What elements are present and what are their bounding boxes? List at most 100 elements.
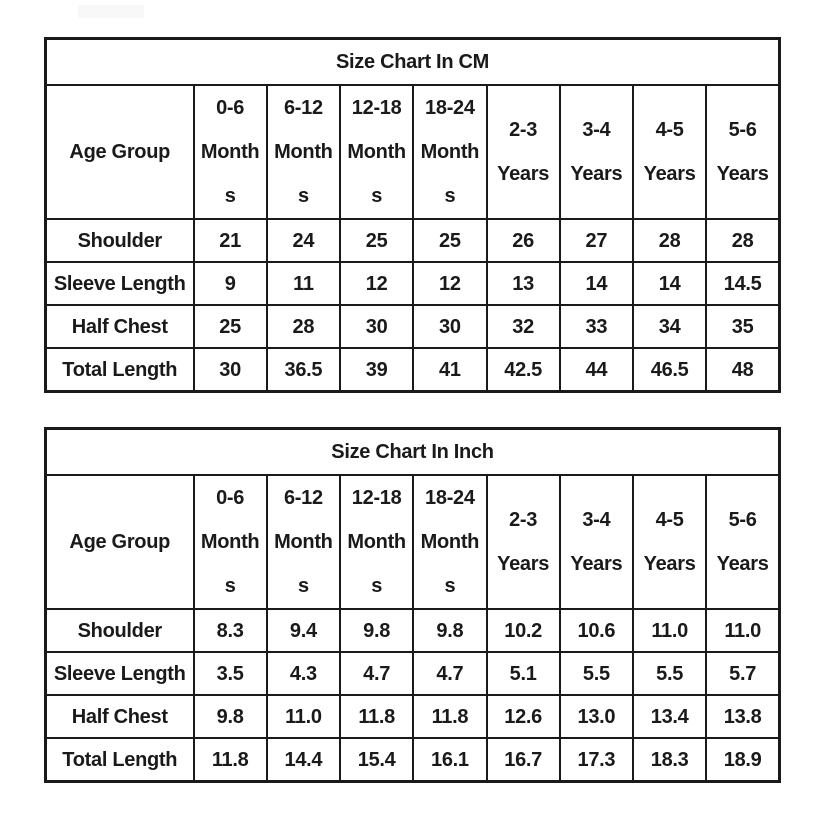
column-header-12-18-months: 12-18 Month s bbox=[338, 84, 415, 220]
value-cell: 11.8 bbox=[412, 694, 488, 739]
value-cell: 11.0 bbox=[265, 694, 342, 739]
value-cell: 26 bbox=[485, 218, 561, 263]
row-label: Sleeve Length bbox=[44, 651, 195, 696]
value-cell: 15.4 bbox=[338, 737, 415, 783]
value-cell: 16.1 bbox=[412, 737, 488, 783]
value-cell: 39 bbox=[338, 347, 415, 393]
value-cell: 4.7 bbox=[412, 651, 488, 696]
value-cell: 18.9 bbox=[705, 737, 781, 783]
value-cell: 13 bbox=[485, 261, 561, 306]
column-header-4-5-years: 4-5 Years bbox=[631, 84, 708, 220]
value-cell: 28 bbox=[705, 218, 781, 263]
table-row-half-chest: Half Chest 9.8 11.0 11.8 11.8 12.6 13.0 … bbox=[44, 694, 781, 739]
size-chart-cm-table: Size Chart In CM Age Group 0-6 Month s 6… bbox=[44, 37, 781, 393]
column-header-18-24-months: 18-24 Month s bbox=[412, 84, 488, 220]
column-header-2-3-years: 2-3 Years bbox=[485, 84, 561, 220]
value-cell: 33 bbox=[558, 304, 635, 349]
value-cell: 3.5 bbox=[192, 651, 268, 696]
table-row-total-length: Total Length 11.8 14.4 15.4 16.1 16.7 17… bbox=[44, 737, 781, 783]
value-cell: 14.5 bbox=[705, 261, 781, 306]
faint-watermark bbox=[78, 5, 144, 18]
value-cell: 12 bbox=[412, 261, 488, 306]
value-cell: 36.5 bbox=[265, 347, 342, 393]
value-cell: 18.3 bbox=[631, 737, 708, 783]
column-header-5-6-years: 5-6 Years bbox=[705, 84, 781, 220]
column-header-6-12-months: 6-12 Month s bbox=[265, 474, 342, 610]
value-cell: 12 bbox=[338, 261, 415, 306]
value-cell: 27 bbox=[558, 218, 635, 263]
value-cell: 9.4 bbox=[265, 608, 342, 653]
column-header-3-4-years: 3-4 Years bbox=[558, 84, 635, 220]
value-cell: 9.8 bbox=[192, 694, 268, 739]
value-cell: 9 bbox=[192, 261, 268, 306]
table-row-half-chest: Half Chest 25 28 30 30 32 33 34 35 bbox=[44, 304, 781, 349]
size-chart-inch-table: Size Chart In Inch Age Group 0-6 Month s… bbox=[44, 427, 781, 783]
value-cell: 32 bbox=[485, 304, 561, 349]
corner-header-age-group: Age Group bbox=[44, 474, 195, 610]
value-cell: 4.7 bbox=[338, 651, 415, 696]
value-cell: 17.3 bbox=[558, 737, 635, 783]
value-cell: 35 bbox=[705, 304, 781, 349]
value-cell: 30 bbox=[412, 304, 488, 349]
column-header-2-3-years: 2-3 Years bbox=[485, 474, 561, 610]
row-label: Half Chest bbox=[44, 694, 195, 739]
value-cell: 25 bbox=[192, 304, 268, 349]
value-cell: 5.7 bbox=[705, 651, 781, 696]
value-cell: 10.2 bbox=[485, 608, 561, 653]
row-label: Total Length bbox=[44, 737, 195, 783]
value-cell: 12.6 bbox=[485, 694, 561, 739]
table-row-shoulder: Shoulder 8.3 9.4 9.8 9.8 10.2 10.6 11.0 … bbox=[44, 608, 781, 653]
value-cell: 5.1 bbox=[485, 651, 561, 696]
table-title: Size Chart In CM bbox=[44, 37, 781, 86]
corner-header-age-group: Age Group bbox=[44, 84, 195, 220]
table-title-row: Size Chart In CM bbox=[44, 37, 781, 86]
row-label: Total Length bbox=[44, 347, 195, 393]
value-cell: 28 bbox=[265, 304, 342, 349]
value-cell: 11.8 bbox=[338, 694, 415, 739]
column-header-18-24-months: 18-24 Month s bbox=[412, 474, 488, 610]
value-cell: 28 bbox=[631, 218, 708, 263]
column-header-0-6-months: 0-6 Month s bbox=[192, 474, 268, 610]
table-title: Size Chart In Inch bbox=[44, 427, 781, 476]
value-cell: 8.3 bbox=[192, 608, 268, 653]
value-cell: 9.8 bbox=[338, 608, 415, 653]
value-cell: 13.0 bbox=[558, 694, 635, 739]
value-cell: 4.3 bbox=[265, 651, 342, 696]
value-cell: 14 bbox=[558, 261, 635, 306]
column-header-3-4-years: 3-4 Years bbox=[558, 474, 635, 610]
table-row-total-length: Total Length 30 36.5 39 41 42.5 44 46.5 … bbox=[44, 347, 781, 393]
table-row-shoulder: Shoulder 21 24 25 25 26 27 28 28 bbox=[44, 218, 781, 263]
value-cell: 44 bbox=[558, 347, 635, 393]
row-label: Shoulder bbox=[44, 608, 195, 653]
value-cell: 5.5 bbox=[558, 651, 635, 696]
value-cell: 41 bbox=[412, 347, 488, 393]
value-cell: 11.0 bbox=[631, 608, 708, 653]
table-title-row: Size Chart In Inch bbox=[44, 427, 781, 476]
table-row-sleeve-length: Sleeve Length 3.5 4.3 4.7 4.7 5.1 5.5 5.… bbox=[44, 651, 781, 696]
value-cell: 42.5 bbox=[485, 347, 561, 393]
value-cell: 9.8 bbox=[412, 608, 488, 653]
value-cell: 10.6 bbox=[558, 608, 635, 653]
row-label: Shoulder bbox=[44, 218, 195, 263]
column-header-5-6-years: 5-6 Years bbox=[705, 474, 781, 610]
row-label: Half Chest bbox=[44, 304, 195, 349]
value-cell: 46.5 bbox=[631, 347, 708, 393]
value-cell: 34 bbox=[631, 304, 708, 349]
value-cell: 14 bbox=[631, 261, 708, 306]
value-cell: 16.7 bbox=[485, 737, 561, 783]
table-header-row: Age Group 0-6 Month s 6-12 Month s 12-18… bbox=[44, 474, 781, 610]
value-cell: 11.0 bbox=[705, 608, 781, 653]
value-cell: 30 bbox=[192, 347, 268, 393]
value-cell: 11.8 bbox=[192, 737, 268, 783]
value-cell: 14.4 bbox=[265, 737, 342, 783]
value-cell: 11 bbox=[265, 261, 342, 306]
column-header-12-18-months: 12-18 Month s bbox=[338, 474, 415, 610]
column-header-4-5-years: 4-5 Years bbox=[631, 474, 708, 610]
value-cell: 30 bbox=[338, 304, 415, 349]
value-cell: 48 bbox=[705, 347, 781, 393]
value-cell: 5.5 bbox=[631, 651, 708, 696]
value-cell: 13.4 bbox=[631, 694, 708, 739]
value-cell: 13.8 bbox=[705, 694, 781, 739]
value-cell: 25 bbox=[338, 218, 415, 263]
